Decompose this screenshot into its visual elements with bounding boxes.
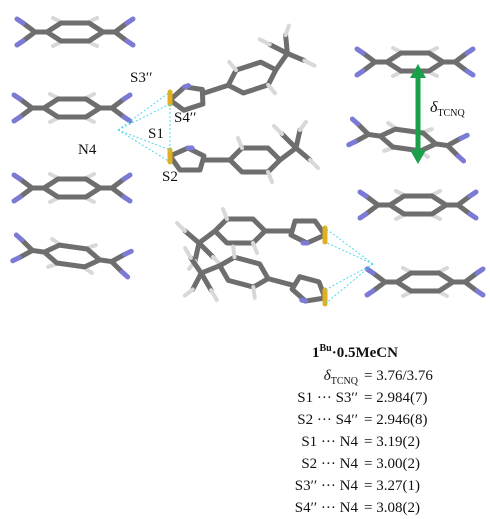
compound-number: 1 <box>312 345 320 361</box>
measurement-name: S4′′ ··· N4 <box>295 500 359 516</box>
tcnq <box>360 191 476 219</box>
compound-suffix: ·0.5MeCN <box>332 345 398 361</box>
dtda-molecule <box>170 122 318 182</box>
measurement-value: = 3.19(2) <box>364 434 420 450</box>
measurements: δTCNQ = 3.76/3.76 S1 ··· S3′′ = 2.984(7) S2 … <box>295 368 434 516</box>
atom-label: S3′′ <box>130 70 152 86</box>
measurement-name: δTCNQ <box>324 368 359 387</box>
atom-label: S1 <box>148 126 164 142</box>
measurement-value: = 2.984(7) <box>364 390 427 406</box>
delta-subscript: TCNQ <box>437 108 465 119</box>
atom-label: N4 <box>78 142 97 158</box>
structure-figure: S3′′ S4′′ S1 N4 S2 δTCNQ 1Bu·0.5MeCN δTC… <box>0 0 490 519</box>
measurement-atoms: S1 ··· S3′′ <box>297 390 358 406</box>
measurement-value: = 3.00(2) <box>364 456 420 472</box>
measurement-atoms: S2 ··· N4 <box>301 456 358 472</box>
measurement-value: = 2.946(8) <box>364 412 427 428</box>
tcnq <box>14 174 130 202</box>
atom-label: S4′′ <box>174 110 196 126</box>
measurement-name: S3′′ ··· N4 <box>295 478 359 494</box>
measurement-name: S1 ··· N4 <box>301 434 358 450</box>
measurement-name: S1 ··· S3′′ <box>297 390 358 406</box>
measurement-atoms: S4′′ ··· N4 <box>295 500 359 516</box>
measurement-subscript: TCNQ <box>331 376 359 387</box>
measurement-name: S2 ··· N4 <box>301 456 358 472</box>
measurement-value: = 3.76/3.76 <box>364 368 433 384</box>
tcnq <box>14 94 130 122</box>
dtda-molecules <box>159 22 331 331</box>
measurement-name: S2 ··· S4′′ <box>297 412 358 428</box>
measurement-value: = 3.27(1) <box>364 478 420 494</box>
measurement-atoms: S1 ··· N4 <box>301 434 358 450</box>
delta-label: δTCNQ <box>430 99 465 119</box>
atom-label: S2 <box>162 169 178 185</box>
measurement-atoms: S2 ··· S4′′ <box>297 412 358 428</box>
compound-label: 1Bu·0.5MeCN <box>312 343 398 361</box>
compound-superscript: Bu <box>320 343 333 354</box>
measurement-atoms: S3′′ ··· N4 <box>295 478 359 494</box>
measurement-value: = 3.08(2) <box>364 500 420 516</box>
contacts <box>118 92 373 304</box>
tcnq <box>17 18 133 46</box>
tcnq <box>13 234 132 278</box>
tcnq <box>367 268 483 296</box>
tcnq <box>349 118 468 162</box>
